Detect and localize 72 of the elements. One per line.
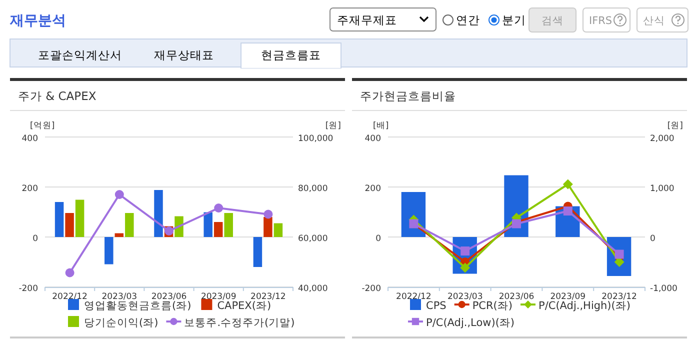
bar [154,190,163,237]
point [614,257,624,267]
point [562,179,573,190]
legend-label: 당기순이익(좌) [84,317,158,329]
y-tick-label: 400 [364,134,381,144]
y2-tick-label: 100,000 [298,134,334,144]
text: 주재무제표 [337,13,397,27]
y-axis-title: [억원] [30,121,55,131]
x-tick-label: 2023/03 [447,292,483,302]
bar [204,212,212,237]
point [214,204,224,212]
chart-title: 주가현금흐름비율 [360,89,456,103]
point [614,250,624,259]
y2-tick-label: 2,000 [650,134,674,144]
text: 현금흐름표 [261,48,321,62]
bar [274,223,283,237]
y2-tick-label: 80,000 [298,184,328,194]
legend-label: P/C(Adj.,Low)(좌) [426,317,515,329]
bar [114,233,124,237]
x-tick-label: 2022/12 [52,292,88,302]
text: 연간 [456,13,480,27]
bar [264,217,272,237]
y-tick-label: 400 [22,134,38,144]
y-tick-label: -200 [18,284,38,294]
bar [75,200,84,237]
x-tick-label: 2023/06 [498,292,534,302]
y2-tick-label: 0 [650,234,656,244]
x-tick-label: 2023/06 [151,292,187,302]
y2-tick-label: 1,000 [650,184,674,194]
y2-axis-title: [원] [325,121,341,131]
bar [54,202,64,237]
bar [214,222,223,237]
point [264,210,273,219]
legend-label: PCR(좌) [472,300,512,312]
y-axis-title: [배] [373,121,389,131]
y2-tick-label: 60,000 [298,234,328,244]
text: 재무상태표 [154,48,214,62]
x-tick-label: 2023/09 [550,292,586,302]
text: IFRS [589,15,612,27]
y-tick-label: 0 [376,234,381,244]
x-tick-label: 2023/12 [602,292,637,302]
x-tick-label: 2023/12 [250,292,286,302]
point [460,262,470,273]
y2-tick-label: -1,000 [650,284,678,294]
legend-label: CPS [426,300,447,312]
y-tick-label: 0 [32,234,38,244]
text: 검색 [542,15,564,27]
y2-tick-label: 40,000 [298,284,328,294]
point [114,190,124,199]
bar [104,237,114,264]
legend-label: P/C(Adj.,High)(좌) [538,300,630,312]
y-tick-label: 200 [364,184,381,194]
point [563,206,572,216]
text: 분기 [502,13,526,27]
text: 재무분석 [9,13,66,29]
y2-axis-title: [원] [667,121,683,131]
bar [253,237,262,267]
bar [224,213,233,237]
y-tick-label: -200 [362,284,381,294]
text: 산식 [643,15,665,27]
legend-label: CAPEX(좌) [217,300,272,312]
bar [125,213,134,237]
x-tick-label: 2022/12 [396,292,432,302]
bar [65,213,74,237]
x-tick-label: 2023/09 [200,292,236,302]
point [65,268,74,278]
chart-title: 주가 & CAPEX [18,89,96,103]
legend-label: 보통주.수정주가(기말) [184,317,295,329]
text: 포괄손익계산서 [38,48,122,62]
x-tick-label: 2023/03 [102,292,138,302]
y-tick-label: 200 [22,184,38,194]
legend-label: 영업활동현금흐름(좌) [84,300,192,312]
